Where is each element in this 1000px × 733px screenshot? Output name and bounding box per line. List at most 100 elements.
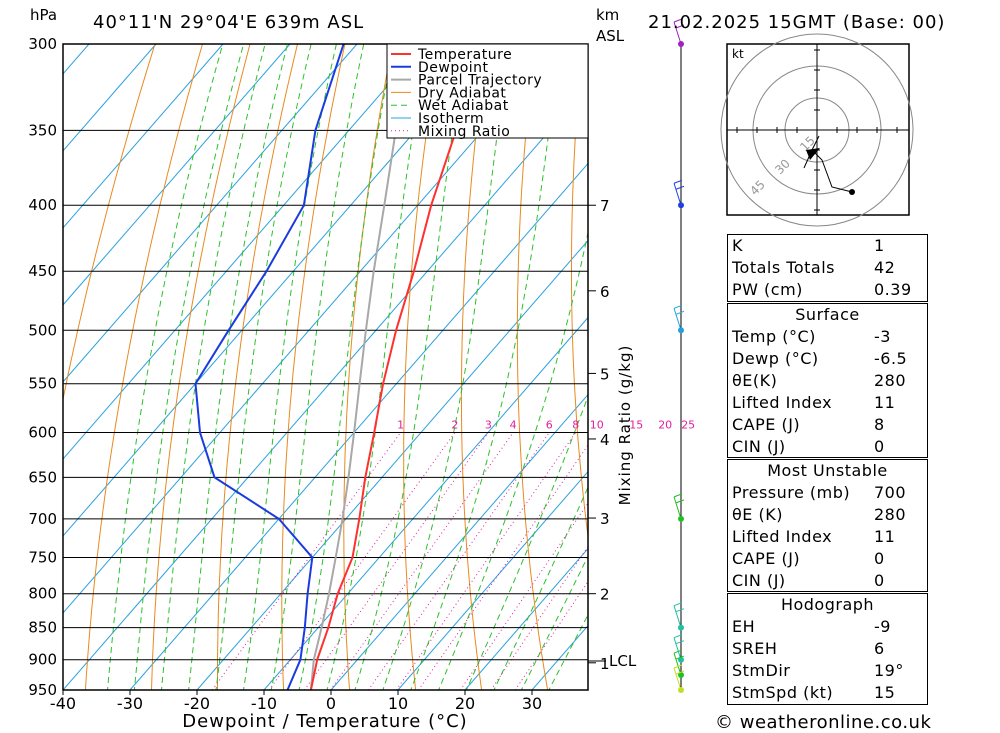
index-value: 6 — [874, 639, 885, 658]
hpa-unit-label: hPa — [30, 6, 57, 24]
index-value: 8 — [874, 415, 885, 434]
index-row: EH -9 — [728, 616, 927, 638]
pressure-tick-label: 900 — [28, 651, 57, 669]
dry-adiabat-line — [571, 44, 588, 541]
wet-adiabat-line — [326, 44, 428, 690]
index-key: EH — [732, 617, 756, 636]
isotherm-line — [330, 393, 588, 690]
pressure-tick-label: 400 — [28, 196, 57, 214]
asl-unit-label: ASL — [596, 27, 625, 45]
index-row: θE (K) 280 — [728, 504, 927, 526]
mixing-ratio-line — [303, 432, 489, 690]
pressure-tick-label: 700 — [28, 510, 57, 528]
wet-adiabat-line — [133, 44, 245, 690]
legend-entry: Parcel Trajectory — [418, 73, 542, 89]
index-value: 15 — [874, 683, 896, 702]
x-tick-label: 30 — [522, 694, 542, 713]
km-tick-label: 1 — [600, 655, 610, 673]
x-tick-label: -40 — [50, 694, 76, 713]
legend-entry: Mixing Ratio — [418, 124, 510, 140]
legend-entry: Wet Adiabat — [418, 98, 509, 114]
isotherm-line — [63, 44, 492, 537]
mixing-ratio-label: 2 — [451, 418, 458, 431]
most-unstable-title: Most Unstable — [767, 461, 888, 480]
km-tick-label: 3 — [600, 510, 610, 528]
index-row: StmSpd (kt) 15 — [728, 682, 927, 704]
legend-entry: Temperature — [417, 47, 512, 63]
index-row: SREH 6 — [728, 638, 927, 660]
wind-barb — [673, 179, 685, 206]
index-row: CAPE (J) 0 — [728, 548, 927, 570]
index-row: CAPE (J) 8 — [728, 414, 927, 436]
pressure-tick-label: 800 — [28, 585, 57, 603]
isotherm-line — [63, 44, 559, 614]
temperature-line — [309, 44, 512, 690]
index-value: 0 — [874, 571, 885, 590]
mixing-ratio-label: 1 — [397, 418, 404, 431]
wind-barb — [673, 304, 685, 331]
km-tick-label: 5 — [600, 365, 610, 383]
isotherm-line — [63, 44, 358, 383]
mixing-ratio-line — [268, 432, 456, 690]
wind-barb — [673, 649, 685, 676]
index-row: PW (cm) 0.39 — [728, 279, 927, 301]
index-value: 0.39 — [874, 280, 912, 299]
wet-adiabat-line — [410, 44, 561, 690]
surface-title: Surface — [795, 305, 860, 324]
mixing-ratio-axis-title: Mixing Ratio (g/kg) — [616, 345, 634, 506]
pressure-tick-label: 300 — [28, 35, 57, 53]
index-value: -6.5 — [874, 349, 908, 368]
isotherm-line — [263, 316, 588, 690]
most-unstable-table: Most Unstable Pressure (mb) 700 θE (K) 280 L… — [727, 459, 928, 592]
index-value: 1 — [874, 236, 885, 255]
isotherm-line — [63, 44, 224, 229]
isotherm-line — [196, 239, 588, 690]
index-key: Pressure (mb) — [732, 483, 851, 502]
wet-adiabat-line — [160, 44, 266, 690]
wet-adiabat-line — [243, 44, 337, 690]
isotherm-line — [397, 470, 588, 690]
index-value: 19° — [874, 661, 904, 680]
dry-adiabat-line — [516, 44, 549, 690]
location-title: 40°11'N 29°04'E 639m ASL — [93, 12, 364, 33]
mixing-ratio-label: 20 — [658, 418, 672, 431]
plot-frame — [62, 43, 589, 691]
dry-adiabat-line — [85, 44, 203, 690]
index-value: 0 — [874, 437, 885, 456]
parcel-trajectory-line — [309, 44, 412, 690]
mixing-ratio-label: 25 — [681, 418, 695, 431]
index-row: Lifted Index 11 — [728, 526, 927, 548]
index-value: 280 — [874, 505, 907, 524]
wind-barb — [673, 664, 685, 691]
x-tick-label: -20 — [184, 694, 210, 713]
x-tick-label: -30 — [117, 694, 143, 713]
index-value: 11 — [874, 393, 896, 412]
pressure-tick-label: 550 — [28, 375, 57, 393]
index-key: StmSpd (kt) — [732, 683, 834, 702]
index-key: CIN (J) — [732, 437, 786, 456]
index-key: CAPE (J) — [732, 415, 801, 434]
isotherm-line — [63, 44, 157, 152]
isotherm-line — [129, 162, 588, 690]
legend-entry: Isotherm — [418, 111, 484, 127]
x-tick-label: 20 — [455, 694, 475, 713]
km-unit-label: km — [596, 6, 619, 24]
mixing-ratio-label: 15 — [629, 418, 643, 431]
index-row: StmDir 19° — [728, 660, 927, 682]
index-row: CIN (J) 0 — [728, 436, 927, 458]
mixing-ratio-label: 3 — [485, 418, 492, 431]
isotherm-line — [63, 44, 425, 460]
copyright-text[interactable]: © weatheronline.co.uk — [715, 712, 931, 733]
mixing-ratio-label: 8 — [572, 418, 579, 431]
index-row: θE(K) 280 — [728, 370, 927, 392]
wet-adiabat-line — [354, 44, 467, 690]
mixing-ratio-label: 6 — [546, 418, 553, 431]
isotherm-line — [63, 44, 291, 306]
index-key: Lifted Index — [732, 393, 833, 412]
pressure-tick-label: 350 — [28, 121, 57, 139]
pressure-tick-label: 950 — [28, 681, 57, 699]
pressure-tick-label: 500 — [28, 321, 57, 339]
pressure-tick-label: 750 — [28, 549, 57, 567]
